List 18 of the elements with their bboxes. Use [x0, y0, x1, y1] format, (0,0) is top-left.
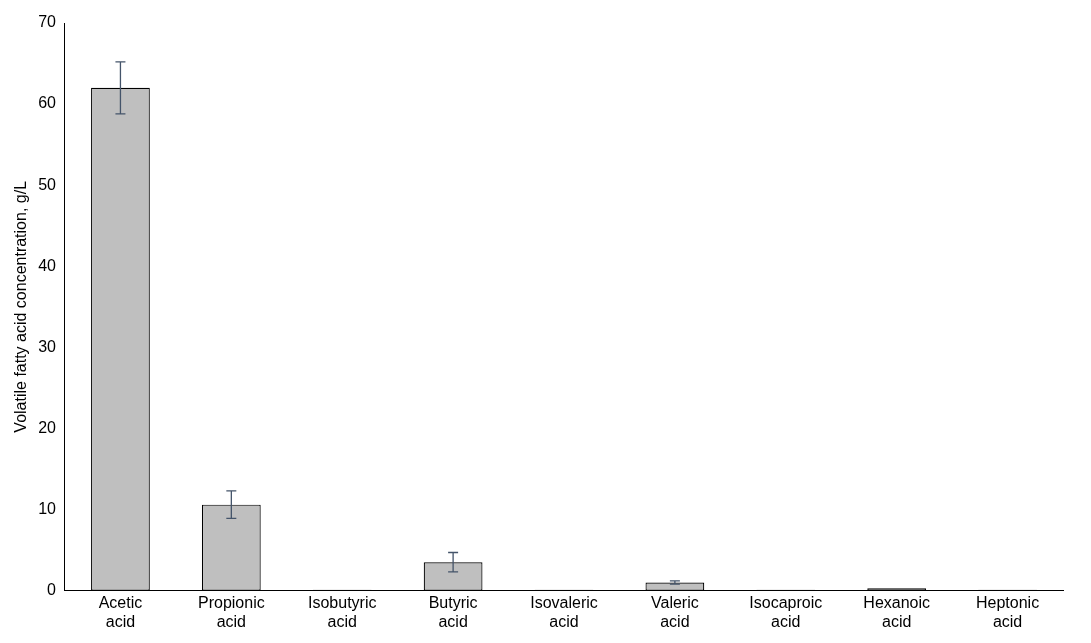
x-tick-label: Hexanoic acid	[863, 593, 931, 630]
y-tick-label: 20	[38, 418, 57, 436]
x-tick-label: Isobutyric acid	[307, 593, 377, 630]
y-tick-label: 40	[38, 256, 57, 274]
x-tick-label: Isovaleric acid	[530, 593, 598, 630]
y-axis-title: Volatile fatty acid concentration, g/L	[12, 180, 30, 433]
y-tick-label: 30	[38, 337, 57, 355]
x-tick-label: Butyric acid	[428, 593, 478, 630]
y-tick-label: 70	[38, 13, 57, 31]
x-tick-label: Propionic acid	[197, 593, 265, 630]
y-tick-label: 10	[38, 499, 57, 517]
y-tick-label: 50	[38, 175, 57, 193]
y-tick-label: 0	[47, 581, 57, 599]
x-tick-label: Valeric acid	[651, 593, 699, 630]
x-tick-label: Isocaproic acid	[749, 593, 823, 630]
y-tick-label: 60	[38, 94, 57, 112]
x-tick-label: Acetic acid	[98, 593, 143, 630]
x-tick-label: Heptonic acid	[975, 593, 1040, 630]
